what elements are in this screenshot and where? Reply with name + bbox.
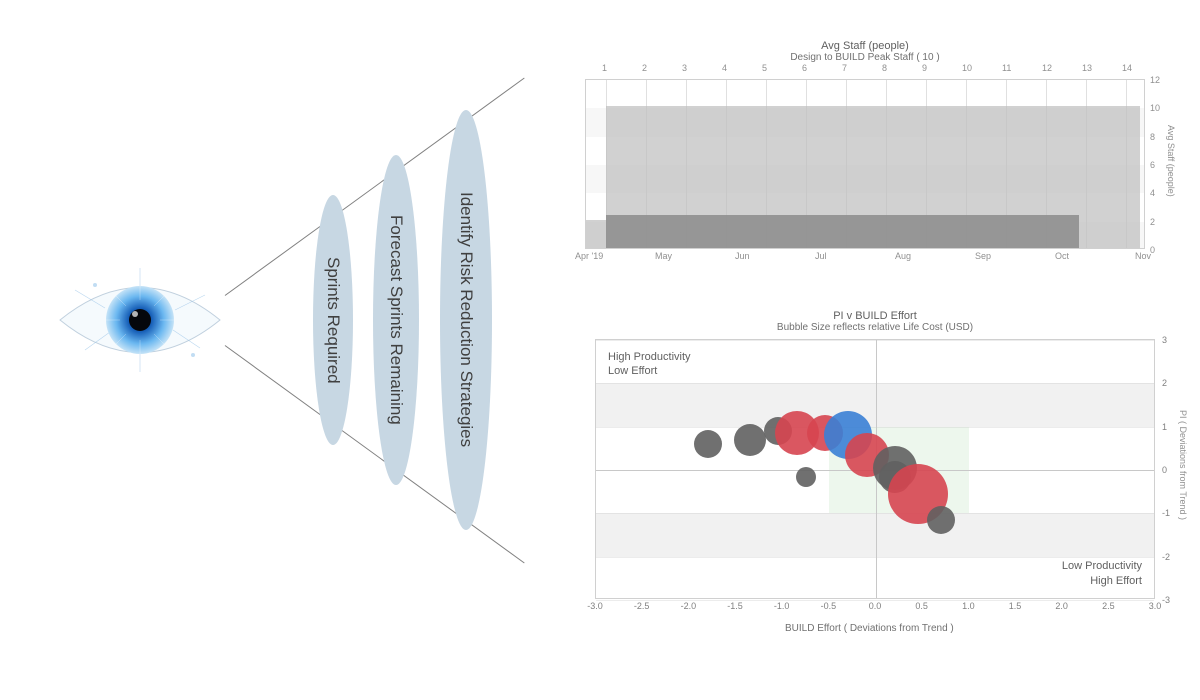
bar-top-tick: 2 xyxy=(642,63,647,73)
lens-label: Sprints Required xyxy=(323,257,343,384)
bubble-x-tick: 1.0 xyxy=(962,601,975,611)
bubble-point xyxy=(734,424,766,456)
bubble-chart-subtitle: Bubble Size reflects relative Life Cost … xyxy=(575,322,1175,333)
bar-x-label: Jun xyxy=(735,251,750,261)
bar-plot-area: 024681012Avg Staff (people) xyxy=(585,79,1145,249)
bubble-y-axis-label: PI ( Deviations from Trend ) xyxy=(1178,410,1188,520)
bubble-x-tick: -1.0 xyxy=(774,601,790,611)
bar-x-label: Apr '19 xyxy=(575,251,603,261)
bubble-x-tick: -2.5 xyxy=(634,601,650,611)
bubble-y-tick: 0 xyxy=(1162,465,1167,475)
lens-0: Sprints Required xyxy=(313,195,353,445)
bar-y-tick: 4 xyxy=(1150,188,1155,198)
bubble-y-tick: 1 xyxy=(1162,422,1167,432)
bubble-y-tick: -1 xyxy=(1162,508,1170,518)
bar-top-tick: 7 xyxy=(842,63,847,73)
bubble-x-tick: 2.5 xyxy=(1102,601,1115,611)
eye-illustration xyxy=(55,260,225,380)
bar-top-tick: 4 xyxy=(722,63,727,73)
bubble-x-tick: 1.5 xyxy=(1009,601,1022,611)
bubble-y-tick: 2 xyxy=(1162,378,1167,388)
bar-x-label: May xyxy=(655,251,672,261)
bubble-x-axis-label: BUILD Effort ( Deviations from Trend ) xyxy=(785,623,954,634)
bubble-y-tick: 3 xyxy=(1162,335,1167,345)
bubble-plot-area: High ProductivityLow Effort Low Productiv… xyxy=(595,339,1155,599)
bubble-chart-title: PI v BUILD Effort xyxy=(575,310,1175,322)
annot-high-prod: High ProductivityLow Effort xyxy=(608,350,691,379)
bar-top-tick: 10 xyxy=(962,63,972,73)
staff-bar-chart: Avg Staff (people) Design to BUILD Peak … xyxy=(575,40,1155,269)
bar-top-tick: 6 xyxy=(802,63,807,73)
bar-x-label: Nov xyxy=(1135,251,1151,261)
bubble-x-tick: -2.0 xyxy=(681,601,697,611)
bar-top-tick: 11 xyxy=(1002,63,1011,73)
annot-low-prod: Low ProductivityHigh Effort xyxy=(1062,559,1142,588)
bubble-x-tick: -3.0 xyxy=(587,601,603,611)
bar-top-tick: 14 xyxy=(1122,63,1132,73)
pi-effort-bubble-chart: PI v BUILD Effort Bubble Size reflects r… xyxy=(575,310,1175,613)
bar-y-tick: 8 xyxy=(1150,132,1155,142)
lens-label: Forecast Sprints Remaining xyxy=(386,215,406,425)
bar-x-label: Oct xyxy=(1055,251,1069,261)
bubble-x-tick: -0.5 xyxy=(821,601,837,611)
bar-x-label: Aug xyxy=(895,251,911,261)
bar-y-tick: 12 xyxy=(1150,75,1160,85)
bubble-x-tick: -1.5 xyxy=(727,601,743,611)
bubble-point xyxy=(796,467,816,487)
bar-top-tick: 13 xyxy=(1082,63,1092,73)
bar-top-tick: 3 xyxy=(682,63,687,73)
bar-top-tick: 9 xyxy=(922,63,927,73)
lens-1: Forecast Sprints Remaining xyxy=(373,155,419,485)
lens-2: Identify Risk Reduction Strategies xyxy=(440,110,492,530)
bubble-point xyxy=(694,430,722,458)
bubble-y-tick: -3 xyxy=(1162,595,1170,605)
bar-y-tick: 2 xyxy=(1150,217,1155,227)
bar-top-tick: 12 xyxy=(1042,63,1052,73)
bar-top-tick: 8 xyxy=(882,63,887,73)
lens-label: Identify Risk Reduction Strategies xyxy=(456,192,476,447)
bar-chart-subtitle: Design to BUILD Peak Staff ( 10 ) xyxy=(575,52,1155,63)
bubble-point xyxy=(927,506,955,534)
bar-x-label: Sep xyxy=(975,251,991,261)
bar-top-tick: 1 xyxy=(602,63,607,73)
bar-top-tick: 5 xyxy=(762,63,767,73)
bar-y-tick: 10 xyxy=(1150,103,1160,113)
bubble-x-tick: 0.5 xyxy=(915,601,928,611)
bar-chart-title: Avg Staff (people) xyxy=(575,40,1155,52)
bubble-x-tick: 3.0 xyxy=(1149,601,1162,611)
bubble-x-tick: 2.0 xyxy=(1055,601,1068,611)
bubble-x-tick: 0.0 xyxy=(869,601,882,611)
bubble-y-tick: -2 xyxy=(1162,552,1170,562)
bar-y-axis-label: Avg Staff (people) xyxy=(1166,125,1176,197)
bar-y-tick: 6 xyxy=(1150,160,1155,170)
bar-x-label: Jul xyxy=(815,251,827,261)
